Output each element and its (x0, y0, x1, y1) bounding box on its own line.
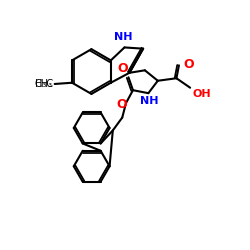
Text: CH₃: CH₃ (34, 79, 53, 89)
Text: NH: NH (114, 32, 132, 42)
Text: H₃C: H₃C (34, 79, 53, 89)
Text: O: O (184, 58, 194, 71)
Text: O: O (118, 62, 128, 75)
Text: OH: OH (192, 89, 211, 99)
Text: O: O (116, 98, 127, 111)
Text: NH: NH (140, 96, 158, 106)
